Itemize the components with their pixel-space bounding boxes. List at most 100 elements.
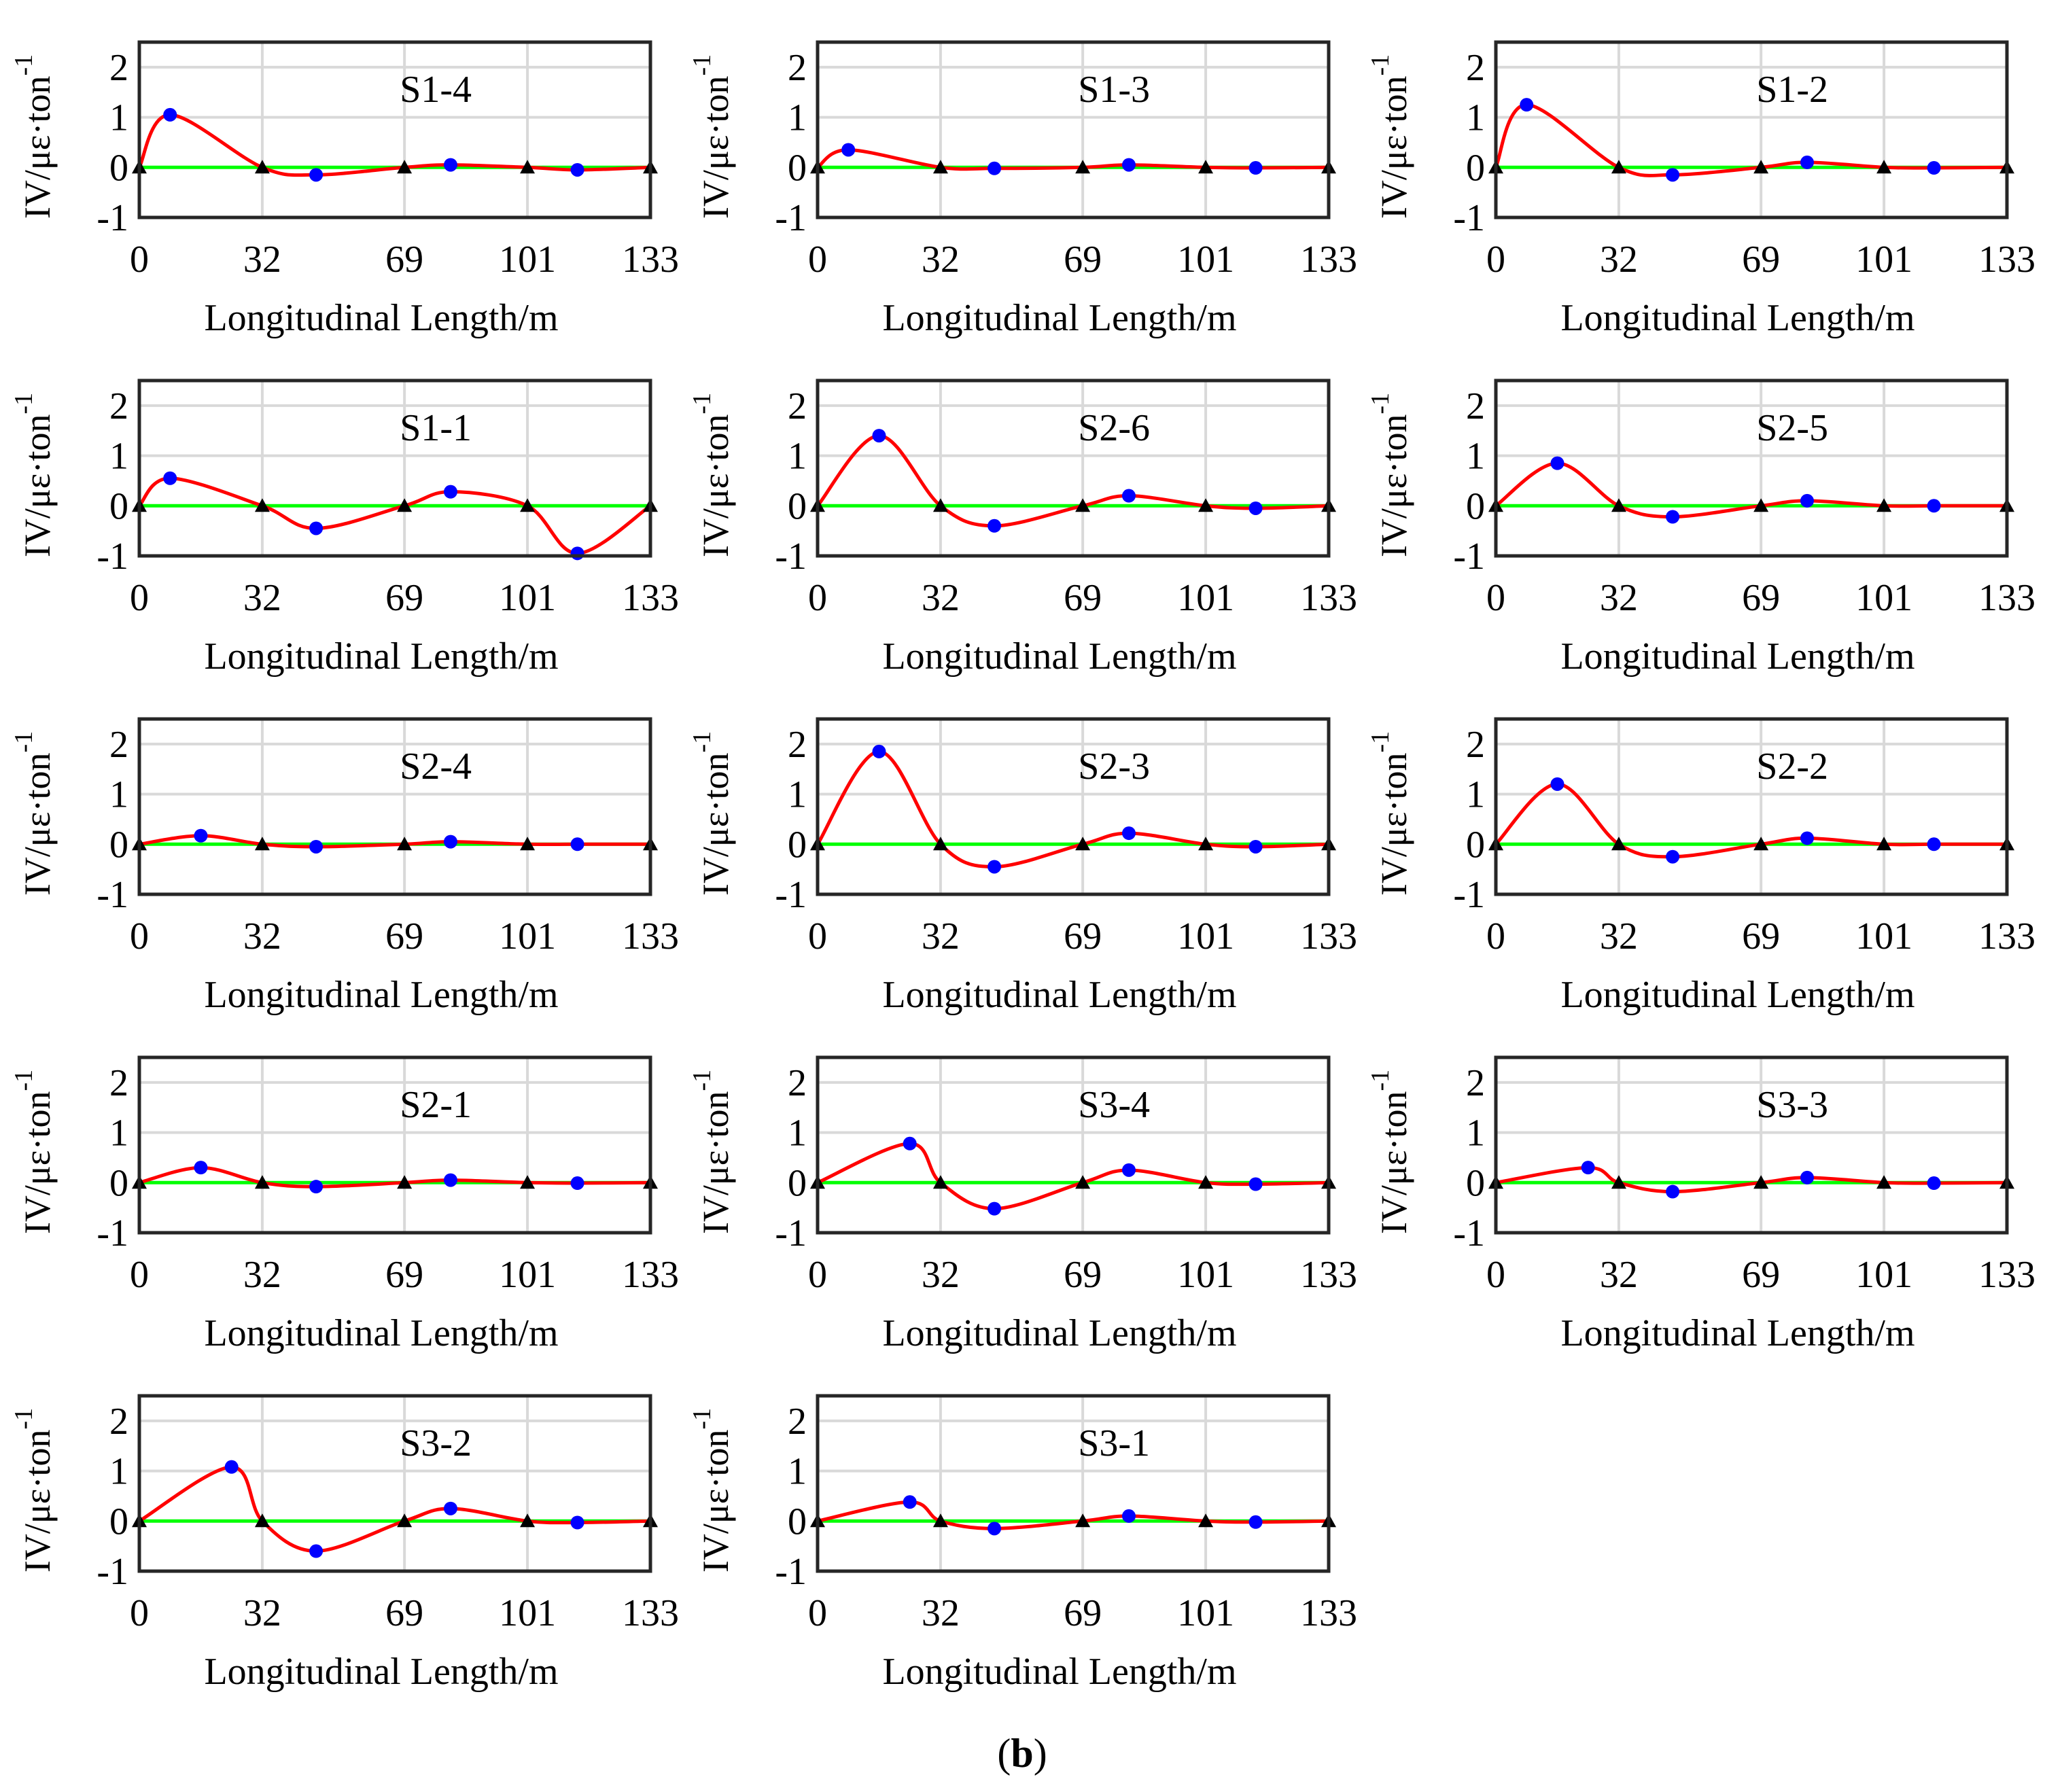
- support-marker: [932, 160, 948, 174]
- influence-line-series: [1495, 782, 2007, 859]
- support-marker: [1753, 837, 1769, 851]
- y-axis-label: IV/με·ton-1: [688, 393, 736, 557]
- y-axis-label-exponent: -1: [1366, 731, 1395, 753]
- support-marker: [520, 1175, 536, 1189]
- x-tick-label: 32: [243, 1592, 281, 1634]
- support-marker: [254, 498, 270, 512]
- x-tick-label: 101: [499, 1592, 556, 1634]
- axes-frame: [816, 1394, 1331, 1573]
- x-tick-label: 0: [1486, 577, 1505, 619]
- y-tick-label: 2: [1466, 47, 1485, 89]
- x-tick-label: 32: [243, 239, 281, 281]
- influence-line-series: [138, 476, 652, 555]
- y-axis-label: IV/με·ton-1: [1366, 731, 1414, 896]
- peak-point: [1520, 98, 1534, 112]
- y-axis-label: IV/με·ton-1: [688, 54, 736, 219]
- x-axis-label: Longitudinal Length/m: [1560, 297, 1915, 339]
- y-axis-label-exponent: -1: [10, 1070, 38, 1091]
- x-tick-label: 101: [1177, 1254, 1234, 1296]
- x-axis-label: Longitudinal Length/m: [204, 297, 558, 339]
- axes-frame: [1494, 717, 2009, 896]
- support-marker: [1611, 1175, 1626, 1189]
- y-axis-label-text: IV/με·ton: [695, 1430, 736, 1573]
- peak-point: [1121, 489, 1136, 503]
- axes-frame: [816, 717, 1331, 896]
- y-tick-label: 0: [1466, 485, 1485, 527]
- y-tick-label: 0: [1466, 1162, 1485, 1204]
- x-tick-label: 69: [385, 1592, 423, 1634]
- x-axis-label: Longitudinal Length/m: [882, 1312, 1236, 1354]
- support-marker: [1753, 498, 1769, 512]
- subplot-title: S1-2: [1756, 69, 1828, 111]
- x-tick-label: 0: [130, 1254, 149, 1296]
- support-marker: [1075, 837, 1091, 851]
- y-axis-label-exponent: -1: [10, 54, 38, 76]
- axes-frame: [816, 379, 1331, 558]
- y-tick-label: 1: [109, 1112, 128, 1155]
- support-marker: [932, 1175, 948, 1189]
- peak-point: [309, 839, 324, 854]
- x-tick-label: 69: [385, 915, 423, 958]
- peak-point: [224, 1460, 239, 1474]
- x-tick-label: 101: [1855, 239, 1912, 281]
- x-tick-label: 133: [1300, 1592, 1357, 1634]
- peak-point: [1248, 501, 1263, 515]
- x-tick-label: 101: [1177, 915, 1234, 958]
- support-marker: [254, 1175, 270, 1189]
- axes-frame: [137, 1394, 652, 1573]
- y-tick-label: 1: [788, 1112, 807, 1155]
- y-tick-label: 1: [109, 774, 128, 816]
- y-tick-label: 0: [109, 485, 128, 527]
- x-tick-label: 0: [1486, 1254, 1505, 1296]
- x-tick-label: 32: [922, 1592, 960, 1634]
- x-tick-label: 101: [1855, 915, 1912, 958]
- peak-point: [309, 168, 324, 182]
- x-tick-label: 133: [1300, 1254, 1357, 1296]
- subplot-title: S2-4: [400, 745, 472, 788]
- peak-point: [1121, 158, 1136, 172]
- x-tick-label: 0: [808, 915, 827, 958]
- peak-point: [570, 837, 584, 851]
- x-tick-label: 0: [808, 1592, 827, 1634]
- peak-point: [570, 546, 584, 561]
- peak-point: [1666, 1184, 1680, 1199]
- x-tick-label: 69: [385, 577, 423, 619]
- y-tick-label: 1: [788, 1451, 807, 1493]
- x-tick-label: 32: [922, 1254, 960, 1296]
- support-marker: [397, 498, 413, 512]
- y-axis-label: IV/με·ton-1: [10, 1408, 58, 1573]
- y-tick-label: 0: [109, 1162, 128, 1204]
- x-tick-label: 69: [385, 239, 423, 281]
- support-marker: [1075, 1175, 1091, 1189]
- y-tick-label: 1: [109, 1451, 128, 1493]
- support-marker: [520, 160, 536, 174]
- subplot-title: S1-4: [400, 69, 472, 111]
- axes-frame: [1494, 40, 2009, 219]
- y-tick-label: 2: [788, 724, 807, 766]
- peak-point: [987, 860, 1002, 874]
- peak-point: [1800, 831, 1814, 845]
- peak-point: [1927, 499, 1941, 513]
- x-tick-label: 101: [499, 1254, 556, 1296]
- subplot-title: S2-6: [1078, 407, 1150, 449]
- y-axis-label-text: IV/με·ton: [17, 415, 58, 558]
- peak-point: [1550, 456, 1565, 470]
- support-marker: [1611, 160, 1626, 174]
- y-tick-label: 1: [788, 774, 807, 816]
- y-tick-label: -1: [1453, 535, 1485, 578]
- y-axis-label-text: IV/με·ton: [695, 1091, 736, 1235]
- y-axis-label: IV/με·ton-1: [1366, 1070, 1414, 1234]
- x-tick-label: 0: [1486, 915, 1505, 958]
- x-axis-label: Longitudinal Length/m: [882, 1651, 1236, 1693]
- subplot-title: S1-1: [400, 407, 472, 449]
- peak-point: [1121, 826, 1136, 841]
- x-tick-label: 32: [243, 577, 281, 619]
- y-tick-label: 0: [1466, 147, 1485, 189]
- y-axis-label-text: IV/με·ton: [17, 1091, 58, 1235]
- x-axis-label: Longitudinal Length/m: [882, 297, 1236, 339]
